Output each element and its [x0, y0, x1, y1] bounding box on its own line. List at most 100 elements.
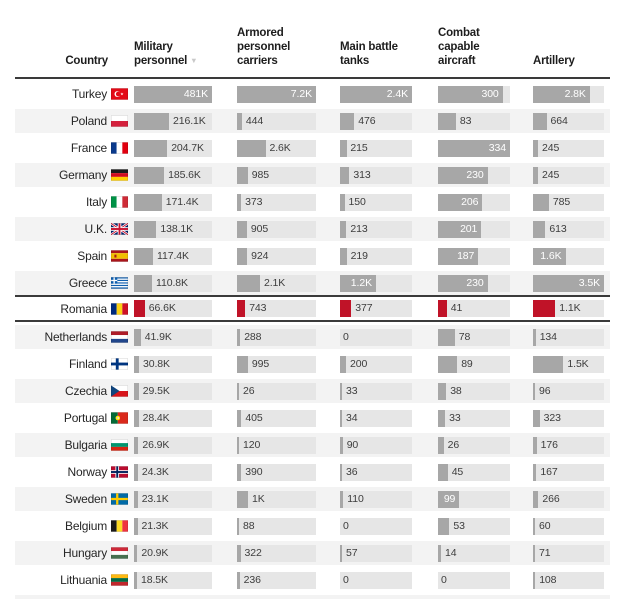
value-bar [533, 139, 538, 157]
bar-track: 26 [237, 382, 316, 400]
flag-icon-ro [111, 302, 128, 315]
column-header-armored-personnel-carriers[interactable]: Armored personnel carriers [237, 26, 340, 68]
country-cell: Italy [15, 195, 134, 209]
value-bar [237, 193, 242, 211]
flag-icon-fr [111, 142, 128, 154]
flag-icon-nl [111, 331, 128, 343]
value-label: 405 [245, 411, 263, 424]
table-row-ro[interactable]: Romania 66.6K 743 377 41 1.1K [15, 295, 610, 322]
table-row-hu[interactable]: Hungary 20.9K 322 57 14 71 [15, 538, 610, 565]
table-row-se[interactable]: Sweden 23.1K 1K 110 99 266 [15, 484, 610, 511]
value-bar [237, 463, 242, 481]
value-label: 71 [539, 546, 551, 559]
value-bar [533, 112, 547, 130]
value-bar [134, 517, 138, 535]
country-cell: Spain [15, 249, 134, 263]
value-bar [533, 247, 566, 265]
value-label: 924 [251, 249, 269, 262]
column-header-country[interactable]: Country [65, 54, 108, 67]
table-row-tr[interactable]: Turkey 481K 7.2K 2.4K 300 2.8K [15, 79, 610, 106]
column-header-label: Military personnel [134, 40, 188, 67]
table-row-fr[interactable]: France 204.7K 2.6K 215 334 245 [15, 133, 610, 160]
value-label: 150 [348, 195, 366, 208]
value-label: 373 [245, 195, 263, 208]
value-label: 985 [251, 168, 270, 181]
bar-track: 0 [340, 517, 412, 535]
value-label: 0 [343, 330, 349, 343]
bar-track: 38 [438, 382, 510, 400]
value-label: 23.1K [141, 492, 169, 505]
value-label: 245 [542, 141, 560, 154]
value-label: 89 [461, 357, 473, 370]
bar-track: 30.8K [134, 355, 212, 373]
table-row-pt[interactable]: Portugal 28.4K 405 34 33 323 [15, 403, 610, 430]
value-bar [340, 247, 347, 265]
column-header-label: Main battle tanks [340, 40, 398, 67]
bar-track: 288 [237, 328, 316, 346]
table-row-gr[interactable]: Greece 110.8K 2.1K 1.2K 230 3.5K [15, 268, 610, 295]
flag-icon-fi [111, 358, 128, 370]
bar-track: 300 [438, 85, 510, 103]
table-row-be[interactable]: Belgium 21.3K 88 0 53 60 [15, 511, 610, 538]
country-cell: Turkey [15, 87, 134, 101]
value-label: 1.2K [350, 276, 372, 289]
country-cell: Greece [15, 276, 134, 290]
column-header-main-battle-tanks[interactable]: Main battle tanks [340, 40, 438, 68]
value-bar [340, 193, 345, 211]
table-row-de[interactable]: Germany 185.6K 985 313 230 245 [15, 160, 610, 187]
bar-track: 20.9K [134, 544, 212, 562]
bar-track: 334 [438, 139, 510, 157]
bar-track: 2.8K [533, 85, 604, 103]
table-row-it[interactable]: Italy 171.4K 373 150 206 785 [15, 187, 610, 214]
flag-icon-be [111, 520, 128, 532]
value-bar [438, 274, 488, 292]
table-row-nl[interactable]: Netherlands 41.9K 288 0 78 134 [15, 322, 610, 349]
value-bar [340, 382, 342, 400]
value-bar [438, 328, 455, 346]
value-bar [438, 166, 488, 184]
value-bar [438, 544, 441, 562]
value-label: 1.5K [567, 357, 589, 370]
table-row-bg[interactable]: Bulgaria 26.9K 120 90 26 176 [15, 430, 610, 457]
table-row-no[interactable]: Norway 24.3K 390 36 45 167 [15, 457, 610, 484]
column-header-military-personnel[interactable]: Military personnel ▼ [134, 40, 237, 68]
table-row-es[interactable]: Spain 117.4K 924 219 187 1.6K [15, 241, 610, 268]
table-row-pl[interactable]: Poland 216.1K 444 476 83 664 [15, 106, 610, 133]
value-bar [237, 166, 248, 184]
value-bar [438, 382, 447, 400]
table-row-fi[interactable]: Finland 30.8K 995 200 89 1.5K [15, 349, 610, 376]
bar-track: 213 [340, 220, 412, 238]
value-bar [533, 436, 537, 454]
value-label: 613 [549, 222, 567, 235]
bar-track: 1.1K [533, 300, 604, 317]
column-header-label: Artillery [533, 54, 575, 67]
value-label: 1.1K [559, 302, 581, 314]
value-bar [134, 300, 145, 317]
country-label: Lithuania [60, 573, 107, 587]
bar-track: 323 [533, 409, 604, 427]
value-label: 99 [443, 492, 456, 505]
value-bar [438, 112, 456, 130]
column-header-artillery[interactable]: Artillery [533, 54, 610, 68]
bar-track: 88 [237, 517, 316, 535]
value-label: 96 [539, 384, 551, 397]
bar-track: 322 [237, 544, 316, 562]
value-bar [237, 436, 239, 454]
bar-track: 405 [237, 409, 316, 427]
value-label: 1.6K [540, 249, 562, 262]
value-label: 200 [350, 357, 368, 370]
value-label: 53 [453, 519, 465, 532]
value-bar [438, 517, 450, 535]
value-bar [533, 409, 540, 427]
bar-track: 187 [438, 247, 510, 265]
value-bar [134, 139, 168, 157]
column-header-combat-capable-aircraft[interactable]: Combat capable aircraft [438, 26, 533, 68]
table-row-uk[interactable]: U.K. 138.1K 905 213 201 613 [15, 214, 610, 241]
bar-track: 150 [340, 193, 412, 211]
table-row-lt[interactable]: Lithuania 18.5K 236 0 0 108 [15, 565, 610, 592]
value-label: 110.8K [156, 276, 188, 289]
value-label: 26.9K [142, 438, 170, 451]
table-row-cz[interactable]: Czechia 29.5K 26 33 38 96 [15, 376, 610, 403]
value-label: 743 [249, 302, 267, 314]
bar-track: 390 [237, 463, 316, 481]
